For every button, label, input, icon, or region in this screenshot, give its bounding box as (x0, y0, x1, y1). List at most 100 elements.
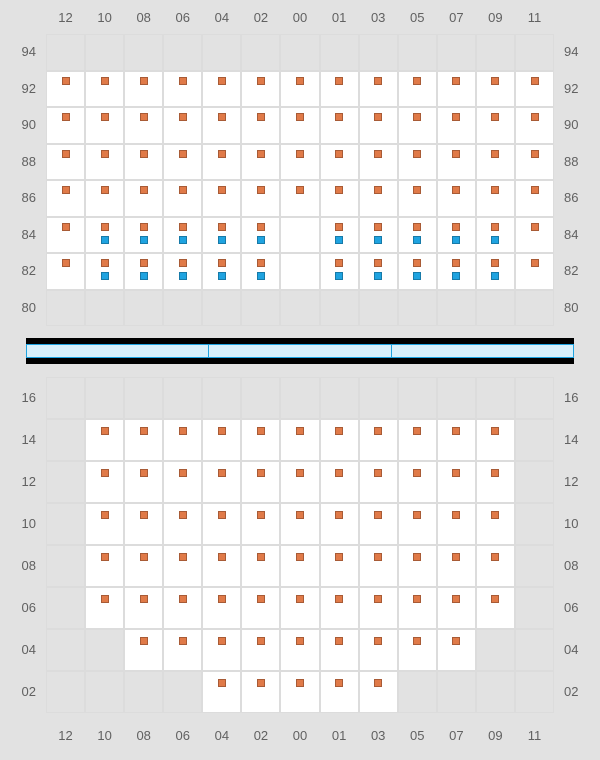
floor-cell[interactable] (437, 503, 476, 545)
floor-cell[interactable] (280, 671, 319, 713)
floor-cell[interactable] (280, 419, 319, 461)
floor-cell[interactable] (163, 545, 202, 587)
floor-cell[interactable] (124, 587, 163, 629)
floor-row-label-left: 08 (2, 558, 42, 573)
floor-cell[interactable] (124, 629, 163, 671)
floor-cell[interactable] (320, 461, 359, 503)
floor-cell[interactable] (437, 545, 476, 587)
floor-cell[interactable] (202, 461, 241, 503)
balcony-cell[interactable] (280, 217, 319, 254)
floor-cell[interactable] (163, 587, 202, 629)
floor-cell[interactable] (163, 503, 202, 545)
floor-cell[interactable] (476, 503, 515, 545)
floor-cell[interactable] (241, 461, 280, 503)
floor-cell[interactable] (359, 545, 398, 587)
floor-cell[interactable] (202, 671, 241, 713)
floor-cell[interactable] (202, 503, 241, 545)
floor-cell[interactable] (85, 545, 124, 587)
floor-cell[interactable] (202, 629, 241, 671)
floor-cell[interactable] (124, 461, 163, 503)
floor-cell[interactable] (398, 461, 437, 503)
floor-cell[interactable] (241, 629, 280, 671)
floor-cell[interactable] (476, 461, 515, 503)
floor-cell[interactable] (124, 545, 163, 587)
floor-cell[interactable] (280, 461, 319, 503)
floor-cell[interactable] (163, 419, 202, 461)
floor-cell[interactable] (202, 587, 241, 629)
floor-cell[interactable] (163, 629, 202, 671)
floor-cell[interactable] (280, 629, 319, 671)
floor-cell[interactable] (280, 587, 319, 629)
floor-cell[interactable] (437, 419, 476, 461)
seat-marker-orange (179, 223, 187, 231)
balcony-row-label-left: 88 (2, 154, 42, 169)
floor-cell[interactable] (359, 419, 398, 461)
floor-cell (515, 629, 554, 671)
floor-cell[interactable] (241, 419, 280, 461)
seat-marker-orange (101, 77, 109, 85)
balcony-row-label-left: 94 (2, 44, 42, 59)
floor-cell[interactable] (241, 503, 280, 545)
balcony-cell (320, 290, 359, 327)
floor-cell[interactable] (476, 545, 515, 587)
floor-cell[interactable] (241, 545, 280, 587)
floor-cell[interactable] (359, 587, 398, 629)
floor-cell[interactable] (437, 629, 476, 671)
floor-row-label-right: 04 (558, 642, 598, 657)
floor-cell[interactable] (85, 419, 124, 461)
stage-segment (27, 345, 209, 357)
floor-cell[interactable] (398, 587, 437, 629)
floor-cell[interactable] (241, 671, 280, 713)
seat-marker-orange (374, 259, 382, 267)
seat-marker-orange (140, 427, 148, 435)
floor-cell[interactable] (437, 587, 476, 629)
floor-cell[interactable] (359, 461, 398, 503)
seat-marker-orange (413, 77, 421, 85)
seat-marker-orange (257, 77, 265, 85)
balcony-cell (85, 290, 124, 327)
floor-cell (515, 671, 554, 713)
floor-cell[interactable] (359, 629, 398, 671)
balcony-cell (163, 34, 202, 71)
floor-cell[interactable] (476, 419, 515, 461)
floor-cell[interactable] (85, 503, 124, 545)
floor-cell[interactable] (398, 545, 437, 587)
seat-marker-orange (374, 113, 382, 121)
seating-chart: 1210080604020001030507091194949292909088… (0, 0, 600, 760)
floor-cell[interactable] (320, 503, 359, 545)
floor-cell[interactable] (241, 587, 280, 629)
floor-cell[interactable] (320, 419, 359, 461)
floor-cell[interactable] (398, 629, 437, 671)
seat-marker-orange (257, 511, 265, 519)
balcony-row-label-left: 80 (2, 300, 42, 315)
floor-cell[interactable] (124, 419, 163, 461)
floor-cell[interactable] (320, 671, 359, 713)
floor-cell[interactable] (359, 671, 398, 713)
floor-cell[interactable] (476, 587, 515, 629)
floor-cell[interactable] (124, 503, 163, 545)
floor-cell[interactable] (320, 587, 359, 629)
floor-cell[interactable] (398, 419, 437, 461)
floor-cell (46, 629, 85, 671)
floor-cell[interactable] (280, 545, 319, 587)
floor-cell[interactable] (202, 545, 241, 587)
floor-cell[interactable] (163, 461, 202, 503)
seat-marker-orange (452, 186, 460, 194)
balcony-cell (46, 290, 85, 327)
seat-marker-blue (140, 272, 148, 280)
floor-cell[interactable] (437, 461, 476, 503)
floor-cell[interactable] (320, 545, 359, 587)
floor-cell[interactable] (85, 587, 124, 629)
floor-cell[interactable] (359, 503, 398, 545)
floor-cell[interactable] (398, 503, 437, 545)
seat-marker-orange (452, 637, 460, 645)
floor-cell[interactable] (202, 419, 241, 461)
floor-cell[interactable] (320, 629, 359, 671)
floor-cell[interactable] (280, 503, 319, 545)
col-label-top: 09 (475, 10, 515, 25)
seat-marker-orange (62, 186, 70, 194)
col-label-bottom: 00 (280, 728, 320, 743)
floor-cell[interactable] (85, 461, 124, 503)
floor-cell (515, 587, 554, 629)
balcony-cell[interactable] (280, 253, 319, 290)
